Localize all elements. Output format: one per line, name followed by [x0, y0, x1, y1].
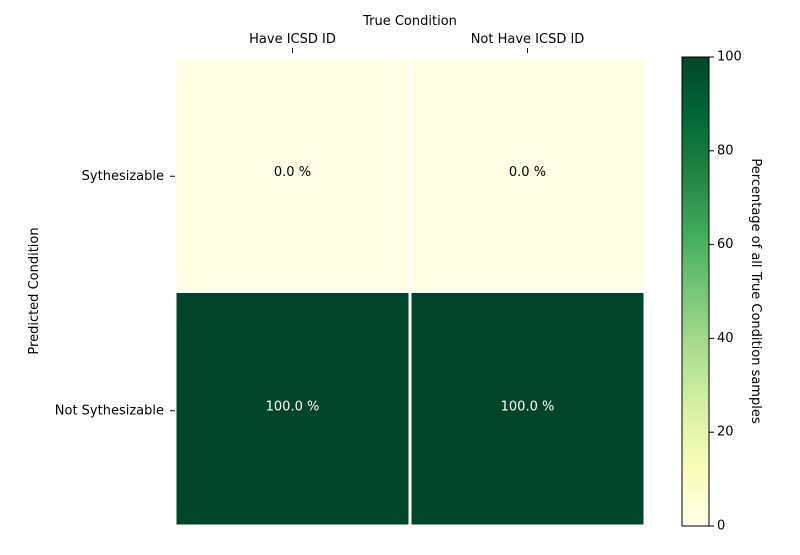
colorbar-label: Percentage of all True Condition samples [748, 158, 763, 423]
colorbar-tick-label: 80 [717, 143, 734, 158]
x-tick-label: Have ICSD ID [249, 32, 336, 47]
y-axis-title: Predicted Condition [27, 227, 42, 354]
y-axis: Sythesizable Not Sythesizable [55, 169, 175, 418]
colorbar-gradient [681, 56, 710, 527]
heatmap-cell [408, 290, 647, 528]
heatmap-cell [173, 290, 412, 528]
cell-value-label: 0.0 % [274, 165, 311, 180]
colorbar-tick-label: 60 [717, 237, 734, 252]
colorbar: 0 20 40 60 80 100 Percentage of all True Cond… [681, 50, 763, 534]
colorbar-tick-label: 20 [717, 425, 734, 440]
colorbar-tick-label: 40 [717, 331, 734, 346]
colorbar-tick-label: 0 [717, 519, 725, 534]
x-axis: Have ICSD ID Not Have ICSD ID [249, 32, 584, 53]
cell-value-label: 0.0 % [509, 165, 546, 180]
heatmap-cells [173, 55, 647, 528]
y-tick-label: Not Sythesizable [55, 403, 164, 418]
x-tick-label: Not Have ICSD ID [471, 32, 585, 47]
cell-value-label: 100.0 % [266, 399, 320, 414]
heatmap-cell-labels: 0.0 % 0.0 % 100.0 % 100.0 % [266, 165, 555, 415]
heatmap-cell [408, 55, 647, 293]
x-axis-title: True Condition [362, 14, 457, 29]
heatmap-cell [173, 55, 412, 293]
colorbar-ticks: 0 20 40 60 80 100 [709, 50, 742, 534]
y-tick-label: Sythesizable [82, 169, 164, 184]
cell-value-label: 100.0 % [501, 399, 555, 414]
colorbar-tick-label: 100 [717, 50, 742, 65]
